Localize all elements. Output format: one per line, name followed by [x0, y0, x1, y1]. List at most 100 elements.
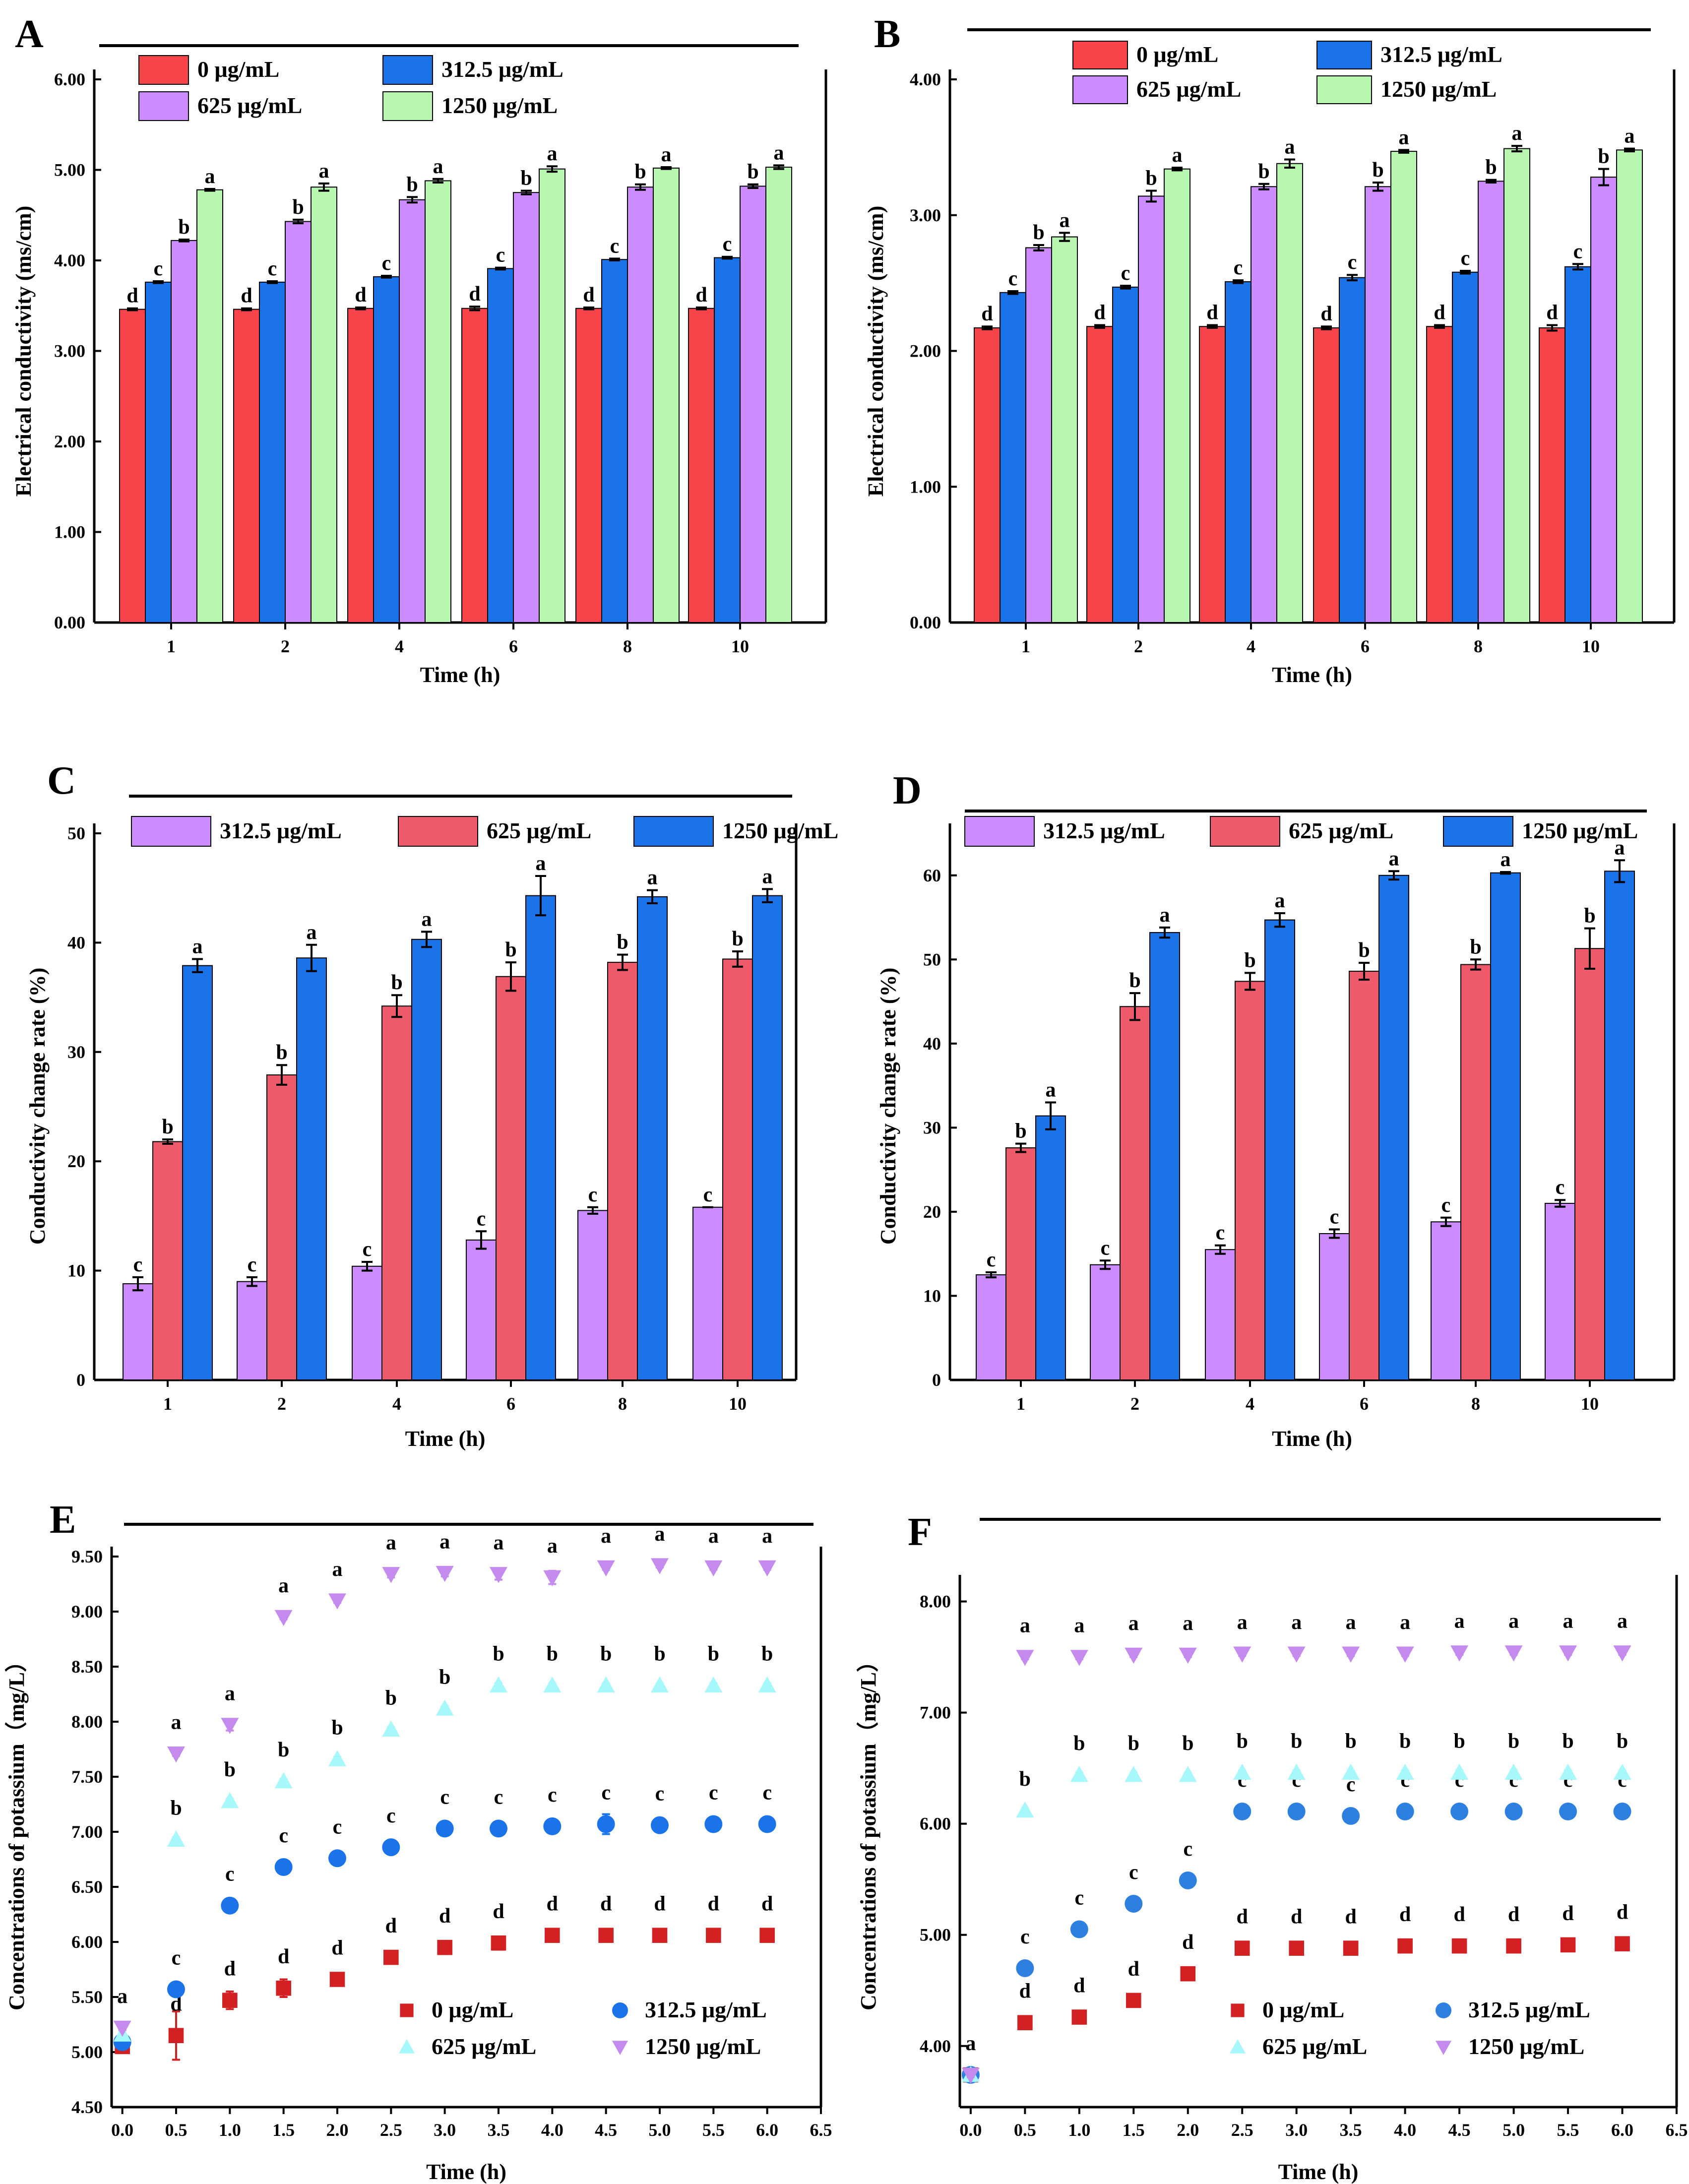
data-point — [1234, 1940, 1250, 1956]
significance-letter: d — [355, 284, 366, 307]
x-tick-label: 8 — [1474, 636, 1483, 656]
y-tick-label: 5.00 — [54, 160, 85, 180]
x-tick-label: 3.0 — [1285, 2120, 1308, 2140]
significance-letter: d — [493, 1900, 504, 1923]
error-bar — [696, 306, 707, 311]
significance-letter: b — [732, 928, 743, 950]
error-bar — [1245, 972, 1255, 991]
significance-letter: b — [493, 1643, 504, 1666]
y-tick-label: 10 — [923, 1286, 941, 1306]
x-tick-label: 5.0 — [649, 2120, 671, 2140]
x-tick-label: 4.5 — [595, 2120, 617, 2140]
error-bar — [495, 266, 506, 271]
legend-label: 312.5 μg/mL — [441, 57, 563, 82]
panel-letter-C: C — [47, 759, 76, 803]
significance-letter: d — [1562, 1902, 1573, 1925]
data-point — [382, 1838, 400, 1857]
legend-label: 1250 μg/mL — [1380, 76, 1497, 102]
data-point — [436, 1819, 454, 1838]
legend-label: 1250 μg/mL — [1468, 2034, 1584, 2059]
x-tick-label: 4 — [395, 636, 404, 656]
significance-letter: a — [1237, 1611, 1248, 1634]
legend-swatch — [1316, 75, 1372, 104]
data-point — [543, 1676, 562, 1693]
significance-letter: c — [496, 244, 505, 267]
error-bar — [1120, 285, 1131, 290]
error-bar — [1215, 1244, 1226, 1255]
data-point — [221, 1792, 239, 1809]
significance-letter: a — [386, 1532, 396, 1555]
significance-letter: d — [241, 285, 252, 308]
legend-label: 1250 μg/mL — [645, 2034, 761, 2059]
bar — [1138, 195, 1165, 623]
x-tick-label: 2 — [1134, 636, 1143, 656]
data-point — [1179, 1871, 1197, 1889]
y-tick-label: 1.00 — [54, 522, 85, 542]
error-bar — [1146, 189, 1157, 203]
legend-label: 625 μg/mL — [197, 93, 302, 118]
data-point — [1396, 1646, 1414, 1663]
error-bar — [241, 307, 252, 312]
error-bar — [127, 307, 138, 312]
y-tick-label: 4.50 — [71, 2097, 103, 2117]
x-tick-label: 3.0 — [434, 2120, 456, 2140]
significance-letter: d — [1399, 1903, 1411, 1926]
legend-swatch — [964, 816, 1035, 847]
data-point — [1179, 1647, 1197, 1664]
data-point — [1233, 1646, 1251, 1663]
bar — [1490, 872, 1521, 1380]
bar — [1205, 1249, 1236, 1380]
x-tick-label: 1.0 — [1068, 2120, 1090, 2140]
error-bar — [1284, 158, 1295, 169]
bar — [1164, 168, 1190, 623]
data-point — [491, 1935, 506, 1951]
bar — [692, 1206, 723, 1381]
bar — [466, 1239, 497, 1380]
significance-letter: a — [1074, 1615, 1084, 1637]
significance-letter: b — [1237, 1730, 1248, 1753]
significance-letter: b — [505, 938, 516, 961]
error-bar — [1398, 149, 1409, 154]
significance-letter: a — [774, 141, 784, 164]
bar — [1349, 971, 1379, 1380]
x-tick-label: 2.0 — [326, 2120, 349, 2140]
significance-letter: a — [547, 1535, 558, 1558]
significance-letter: a — [1060, 209, 1070, 232]
bar — [1235, 981, 1265, 1380]
x-tick-label: 3.5 — [488, 2120, 510, 2140]
significance-letter: d — [695, 284, 707, 307]
significance-letter: a — [192, 935, 203, 958]
significance-letter: b — [1073, 1732, 1085, 1755]
y-tick-label: 7.50 — [71, 1767, 103, 1787]
data-point — [168, 2028, 184, 2043]
error-bar — [1500, 871, 1511, 875]
bar — [1264, 919, 1295, 1380]
significance-letter: d — [1019, 1980, 1031, 2003]
significance-letter: a — [1389, 847, 1399, 870]
error-bar — [1129, 992, 1140, 1021]
x-tick-label: 0.5 — [1014, 2120, 1036, 2140]
significance-letter: b — [406, 173, 418, 196]
significance-letter: a — [547, 142, 558, 165]
significance-letter: a — [1291, 1611, 1302, 1634]
error-bar — [1511, 145, 1522, 153]
data-point — [597, 1560, 615, 1577]
y-tick-label: 5.00 — [920, 1925, 951, 1945]
legend-label: 312.5 μg/mL — [220, 818, 342, 843]
y-tick-label: 7.00 — [920, 1703, 951, 1723]
x-tick-label: 0.0 — [959, 2120, 982, 2140]
error-bar — [355, 306, 366, 311]
significance-letter: c — [601, 1781, 611, 1804]
significance-letter: c — [655, 1783, 665, 1806]
significance-letter: a — [1512, 122, 1522, 145]
error-bar — [1329, 1228, 1340, 1239]
significance-letter: b — [708, 1643, 719, 1666]
error-bar — [1460, 269, 1471, 275]
significance-letter: b — [1358, 939, 1370, 962]
significance-letter: b — [439, 1666, 450, 1688]
data-point — [167, 1746, 185, 1763]
bar — [487, 268, 514, 623]
significance-letter: c — [709, 1781, 718, 1804]
bar — [311, 187, 337, 623]
bar — [1025, 247, 1052, 623]
